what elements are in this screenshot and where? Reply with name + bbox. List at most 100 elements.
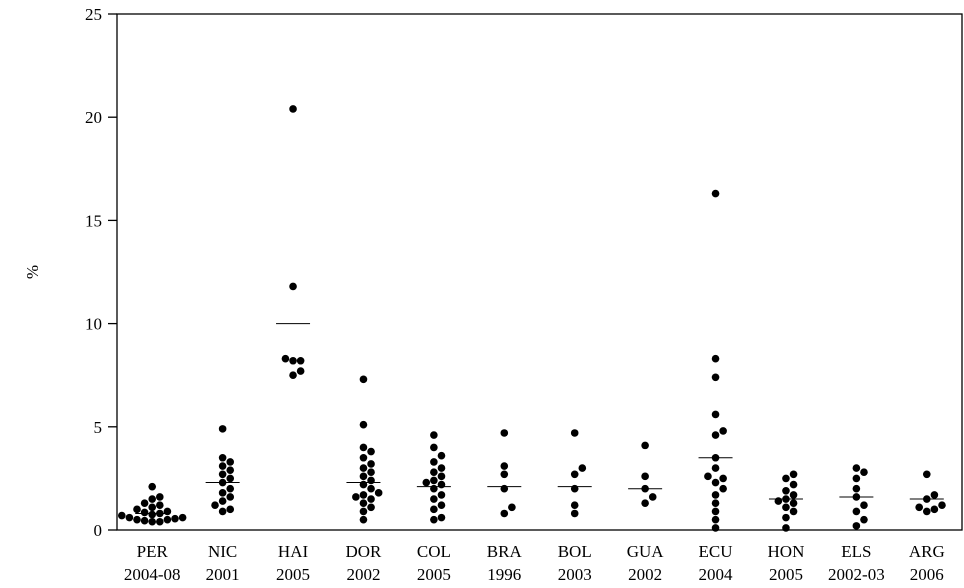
data-point-per-16	[140, 499, 149, 507]
data-point-per-15	[156, 501, 164, 510]
data-point-dor-0	[359, 515, 368, 524]
x-category-year-gua: 2002	[628, 565, 662, 584]
y-tick-label-5: 25	[85, 5, 102, 24]
data-point-dor-8	[367, 484, 375, 493]
x-category-year-bol: 2003	[558, 565, 592, 584]
x-category-label-gua: GUA	[627, 542, 665, 561]
data-point-nic-2	[211, 501, 219, 510]
data-point-bol-0	[570, 509, 579, 518]
data-point-dor-3	[359, 499, 368, 507]
data-point-per-10	[156, 509, 164, 518]
data-point-col-6	[430, 484, 438, 493]
x-category-year-ecu: 2004	[699, 565, 734, 584]
data-point-nic-14	[218, 425, 227, 433]
data-point-hon-11	[789, 470, 798, 479]
data-point-dor-17	[359, 443, 368, 452]
data-point-hon-3	[782, 503, 790, 512]
data-point-dor-9	[359, 480, 368, 489]
data-point-hon-6	[782, 495, 790, 503]
data-point-arg-2	[915, 503, 923, 512]
data-point-per-6	[125, 513, 134, 522]
data-point-els-4	[852, 493, 861, 501]
data-point-per-8	[118, 511, 126, 520]
axes	[116, 13, 963, 531]
data-point-arg-4	[922, 495, 931, 503]
data-point-hon-4	[789, 499, 798, 507]
data-point-bol-4	[578, 464, 587, 472]
data-point-dor-10	[367, 476, 375, 485]
data-point-bol-1	[570, 501, 579, 510]
x-category-label-bol: BOL	[558, 542, 592, 561]
data-point-nic-9	[218, 470, 227, 479]
data-point-dor-1	[359, 507, 368, 516]
data-point-col-2	[430, 505, 438, 514]
data-point-gua-0	[641, 499, 649, 507]
data-point-dor-18	[359, 420, 368, 429]
data-point-per-18	[156, 493, 164, 501]
data-point-bra-5	[500, 429, 509, 437]
x-axis-labels: PER 2004-08 NIC 2001 HAI 2005 DOR 2002 COL 2005 BR…	[124, 542, 945, 584]
y-tick-label-0: 0	[94, 521, 103, 540]
data-point-ecu-14	[711, 373, 720, 382]
data-point-dor-19	[359, 375, 368, 384]
x-category-label-bra: BRA	[487, 542, 523, 561]
x-category-label-nic: NIC	[208, 542, 237, 561]
data-point-col-7	[437, 480, 446, 489]
data-point-ecu-5	[719, 484, 727, 493]
data-point-ecu-16	[711, 189, 720, 198]
data-point-nic-11	[218, 462, 227, 470]
data-point-nic-4	[226, 493, 235, 501]
data-point-bra-2	[500, 484, 509, 493]
data-point-bra-1	[508, 503, 516, 512]
y-tick-label-1: 5	[94, 418, 103, 437]
data-point-ecu-15	[711, 354, 720, 363]
data-point-ecu-12	[719, 427, 727, 435]
data-point-dor-11	[359, 472, 368, 481]
data-point-dor-12	[367, 468, 375, 477]
data-point-nic-6	[226, 484, 235, 493]
data-point-arg-6	[922, 470, 931, 479]
data-point-col-11	[430, 468, 438, 477]
data-point-ecu-1	[711, 515, 720, 524]
data-point-dor-7	[374, 489, 383, 497]
data-point-per-13	[133, 505, 141, 514]
data-point-bra-4	[500, 462, 509, 470]
data-point-per-5	[171, 514, 179, 523]
data-point-ecu-10	[711, 453, 720, 462]
data-point-hai-2	[289, 356, 297, 365]
data-point-nic-3	[218, 497, 227, 505]
data-point-col-0	[430, 515, 438, 524]
data-point-ecu-2	[711, 507, 720, 516]
data-point-bol-2	[570, 484, 579, 493]
x-category-year-bra: 1996	[487, 565, 521, 584]
x-category-label-els: ELS	[841, 542, 871, 561]
data-point-arg-1	[930, 505, 939, 514]
data-point-per-11	[140, 508, 149, 517]
data-point-els-3	[860, 501, 868, 510]
data-point-gua-1	[648, 493, 657, 501]
data-point-col-14	[437, 451, 446, 460]
data-point-hon-2	[789, 507, 798, 516]
data-point-nic-1	[226, 505, 235, 514]
data-point-nic-12	[226, 458, 235, 466]
data-point-ecu-0	[711, 524, 720, 532]
data-point-per-14	[148, 503, 157, 512]
data-point-ecu-9	[711, 464, 720, 472]
data-point-bra-3	[500, 470, 509, 479]
y-axis-label-group: %	[23, 265, 42, 279]
data-point-col-5	[437, 491, 446, 499]
data-point-ecu-13	[711, 410, 720, 419]
data-point-nic-10	[226, 466, 235, 474]
data-point-col-4	[430, 495, 438, 503]
data-point-nic-5	[218, 489, 227, 497]
data-point-per-9	[148, 510, 157, 519]
x-category-year-els: 2002-03	[828, 565, 885, 584]
data-point-hon-10	[782, 474, 790, 483]
data-point-gua-3	[641, 472, 649, 481]
data-point-dor-6	[359, 491, 368, 499]
x-category-label-dor: DOR	[346, 542, 383, 561]
data-point-dor-5	[352, 493, 360, 501]
data-point-ecu-6	[711, 478, 720, 487]
data-point-ecu-3	[711, 499, 720, 507]
x-category-label-ecu: ECU	[699, 542, 733, 561]
